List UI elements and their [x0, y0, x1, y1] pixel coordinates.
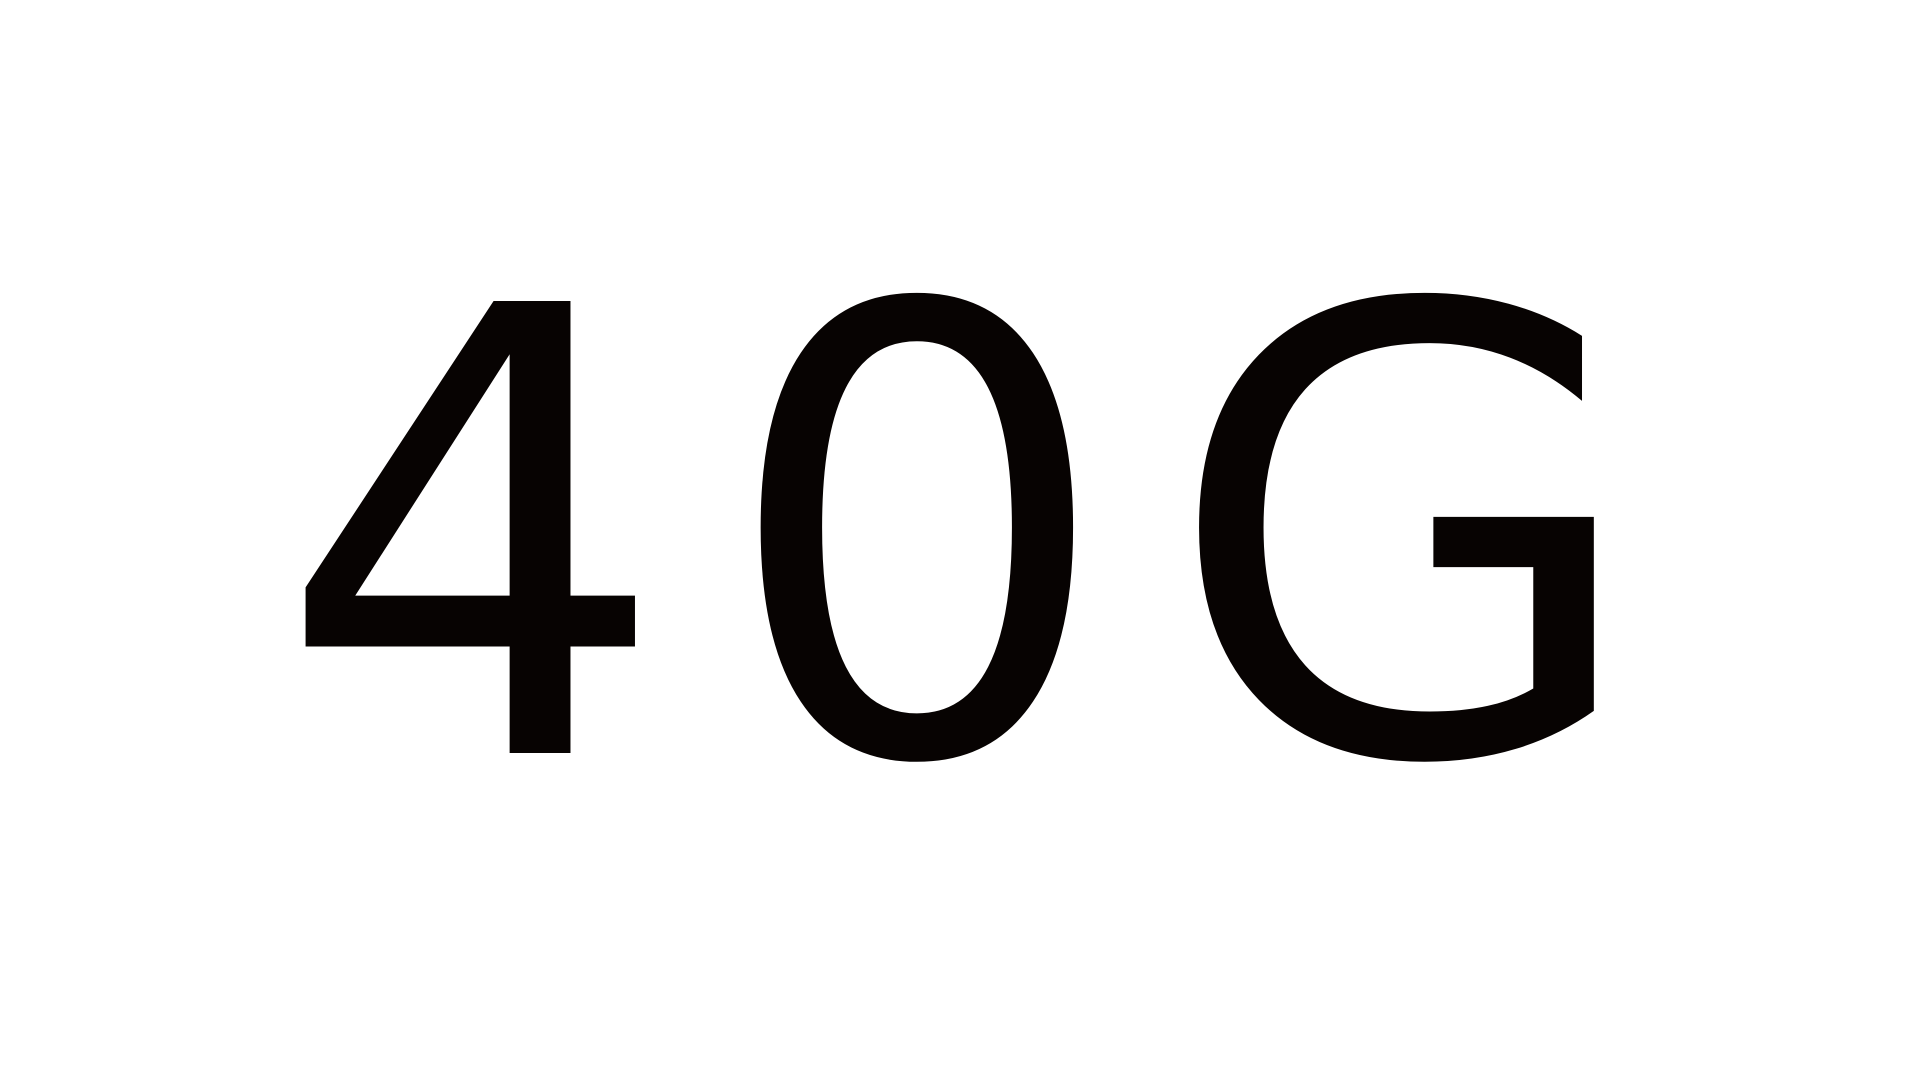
display-text: 40G: [275, 179, 1695, 900]
canvas: 40G: [275, 179, 1695, 900]
